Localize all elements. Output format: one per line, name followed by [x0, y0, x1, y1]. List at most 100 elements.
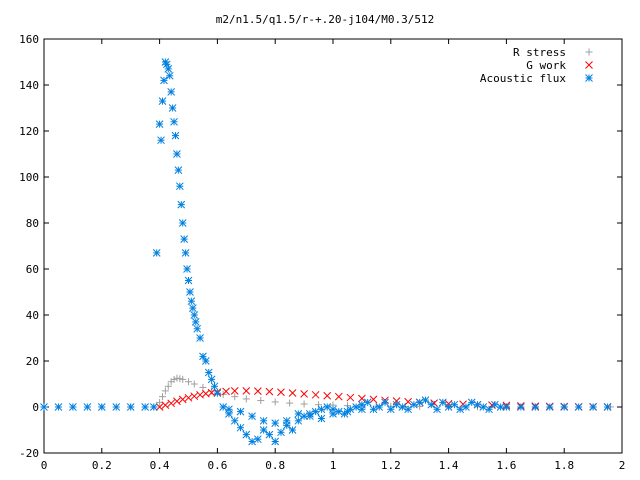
data-point: [219, 403, 228, 411]
data-point: [502, 403, 511, 411]
data-point: [176, 375, 184, 383]
data-point: [40, 403, 48, 411]
y-tick-label: -20: [19, 447, 39, 460]
data-point: [531, 403, 540, 411]
data-point: [311, 390, 320, 399]
data-point: [191, 318, 200, 326]
data-point: [165, 71, 174, 80]
data-point: [271, 398, 279, 406]
data-point: [282, 416, 291, 425]
data-point: [392, 397, 401, 405]
data-point: [54, 403, 63, 411]
data-point: [334, 392, 343, 401]
data-point: [433, 405, 441, 414]
data-point: [363, 398, 372, 407]
data-point: [265, 387, 274, 396]
data-point: [158, 393, 166, 401]
data-point: [188, 304, 197, 312]
data-point: [286, 399, 294, 407]
data-point: [230, 387, 239, 395]
data-point: [181, 249, 190, 257]
data-point: [343, 402, 351, 410]
data-point: [170, 375, 178, 383]
data-point: [427, 400, 436, 409]
data-point: [97, 403, 106, 411]
y-tick-label: 40: [26, 309, 39, 322]
data-point: [603, 403, 612, 411]
data-point: [141, 403, 150, 411]
data-point: [186, 288, 194, 296]
data-point: [193, 324, 202, 333]
data-point: [248, 412, 256, 421]
legend-marker: [585, 48, 593, 56]
data-point: [187, 297, 196, 306]
y-tick-label: 140: [19, 79, 39, 92]
data-point: [155, 120, 164, 128]
data-point: [173, 397, 181, 406]
series-layer: [40, 58, 614, 446]
data-point: [180, 235, 189, 243]
x-tick-label: 1.4: [439, 459, 459, 472]
data-point: [545, 403, 554, 411]
data-point: [271, 437, 280, 446]
data-point: [242, 430, 251, 439]
y-tick-label: 120: [19, 125, 39, 138]
x-tick-label: 2: [619, 459, 626, 472]
data-point: [112, 403, 121, 411]
data-point: [438, 398, 447, 407]
data-point: [516, 403, 525, 411]
data-point: [164, 382, 172, 390]
series-acoustic-flux: [40, 58, 612, 446]
data-point: [174, 166, 183, 174]
data-point: [375, 403, 384, 411]
data-point: [173, 150, 181, 158]
data-point: [242, 387, 251, 395]
data-point: [196, 334, 204, 342]
data-point: [183, 265, 191, 273]
data-point: [155, 403, 164, 411]
data-point: [236, 423, 245, 432]
data-point: [170, 117, 178, 126]
x-tick-label: 0.2: [92, 459, 112, 472]
x-tick-label: 1.6: [496, 459, 516, 472]
data-point: [152, 249, 161, 257]
data-point: [185, 378, 192, 386]
data-point: [450, 400, 459, 409]
data-point: [277, 428, 285, 437]
data-point: [265, 430, 274, 439]
data-point: [190, 380, 198, 388]
y-tick-label: 0: [32, 401, 39, 414]
data-point: [259, 416, 268, 425]
data-point: [560, 403, 569, 411]
data-point: [306, 412, 314, 421]
x-tick-label: 1.2: [381, 459, 401, 472]
data-point: [369, 395, 378, 404]
data-point: [177, 200, 186, 209]
x-tick-label: 0.8: [265, 459, 285, 472]
data-point: [257, 397, 265, 405]
data-point: [167, 399, 176, 408]
data-point: [294, 410, 303, 418]
data-point: [69, 403, 77, 411]
data-point: [164, 65, 173, 73]
data-point: [386, 405, 395, 414]
data-point: [421, 396, 430, 404]
data-point: [589, 403, 597, 411]
x-tick-label: 1.8: [554, 459, 574, 472]
data-point: [230, 416, 239, 425]
chart-title: m2/n1.5/q1.5/r-+.20-j104/M0.3/512: [216, 13, 435, 26]
data-point: [254, 435, 262, 444]
data-point: [210, 382, 219, 391]
data-point: [462, 403, 470, 411]
data-point: [392, 400, 401, 409]
data-point: [126, 403, 135, 411]
data-point: [213, 389, 222, 398]
data-point: [161, 387, 169, 395]
legend-marker: [585, 61, 593, 69]
data-point: [242, 395, 250, 403]
data-point: [294, 416, 303, 425]
data-point: [225, 405, 233, 414]
legend-marker: [585, 74, 593, 82]
